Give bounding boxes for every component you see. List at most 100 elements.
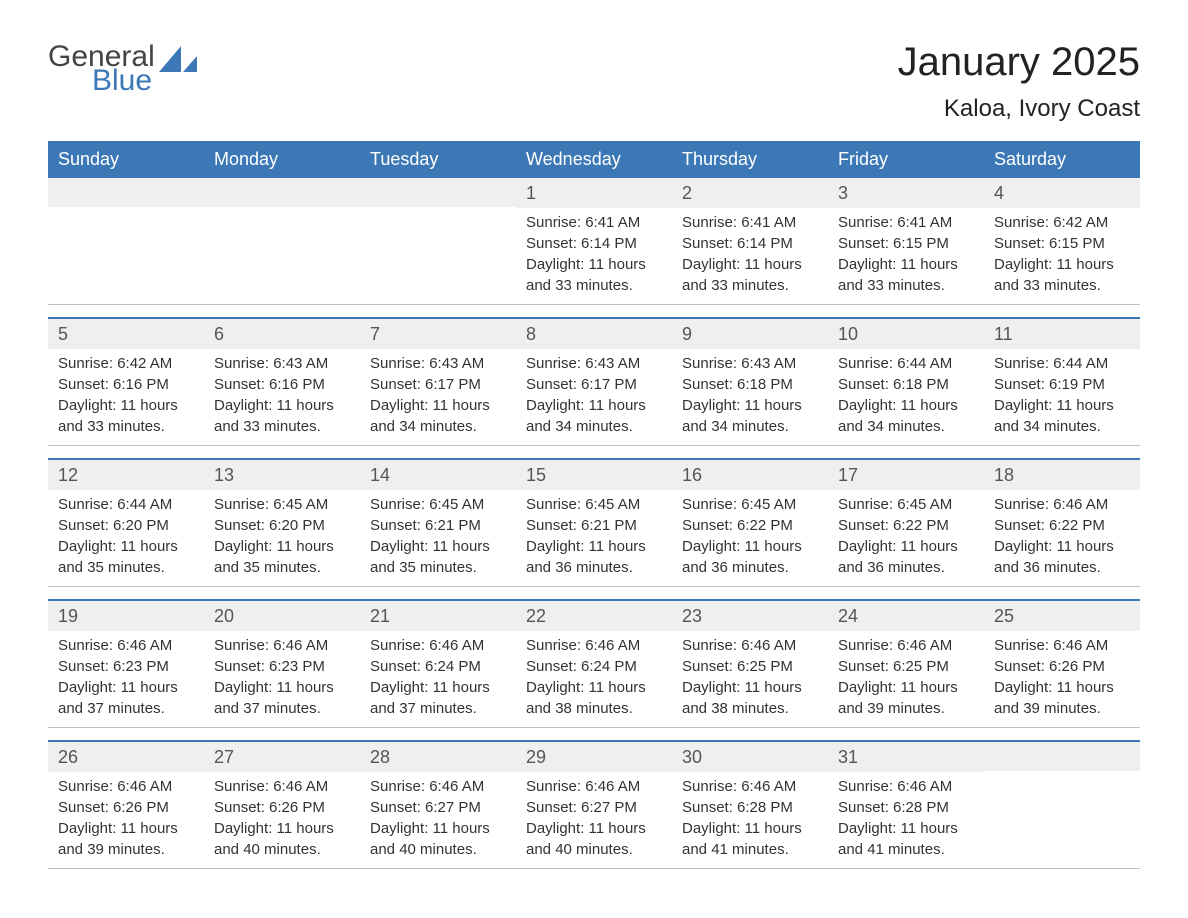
- day-number: 9: [672, 319, 828, 349]
- calendar-day: [984, 742, 1140, 868]
- sunrise-text: Sunrise: 6:46 AM: [58, 635, 194, 656]
- sunset-text: Sunset: 6:24 PM: [370, 656, 506, 677]
- daylight-text: Daylight: 11 hours and 34 minutes.: [526, 395, 662, 437]
- day-number: [360, 178, 516, 207]
- sunset-text: Sunset: 6:21 PM: [370, 515, 506, 536]
- sunset-text: Sunset: 6:28 PM: [682, 797, 818, 818]
- daylight-text: Daylight: 11 hours and 33 minutes.: [838, 254, 974, 296]
- weekday-header: Wednesday: [516, 141, 672, 178]
- day-number: 31: [828, 742, 984, 772]
- sunset-text: Sunset: 6:23 PM: [58, 656, 194, 677]
- day-details: Sunrise: 6:45 AMSunset: 6:21 PMDaylight:…: [360, 490, 516, 586]
- daylight-text: Daylight: 11 hours and 36 minutes.: [994, 536, 1130, 578]
- day-number: 27: [204, 742, 360, 772]
- calendar-day: 10Sunrise: 6:44 AMSunset: 6:18 PMDayligh…: [828, 319, 984, 445]
- calendar-day: 14Sunrise: 6:45 AMSunset: 6:21 PMDayligh…: [360, 460, 516, 586]
- day-number: 1: [516, 178, 672, 208]
- sunset-text: Sunset: 6:22 PM: [994, 515, 1130, 536]
- sunset-text: Sunset: 6:16 PM: [58, 374, 194, 395]
- calendar-day: 28Sunrise: 6:46 AMSunset: 6:27 PMDayligh…: [360, 742, 516, 868]
- sunset-text: Sunset: 6:20 PM: [214, 515, 350, 536]
- day-details: Sunrise: 6:46 AMSunset: 6:28 PMDaylight:…: [828, 772, 984, 868]
- page-header: General Blue January 2025 Kaloa, Ivory C…: [48, 40, 1140, 123]
- day-number: [204, 178, 360, 207]
- day-details: Sunrise: 6:45 AMSunset: 6:22 PMDaylight:…: [672, 490, 828, 586]
- calendar-day: 31Sunrise: 6:46 AMSunset: 6:28 PMDayligh…: [828, 742, 984, 868]
- daylight-text: Daylight: 11 hours and 39 minutes.: [994, 677, 1130, 719]
- daylight-text: Daylight: 11 hours and 39 minutes.: [838, 677, 974, 719]
- sunset-text: Sunset: 6:17 PM: [526, 374, 662, 395]
- day-details: [48, 207, 204, 219]
- daylight-text: Daylight: 11 hours and 40 minutes.: [214, 818, 350, 860]
- calendar-week: 1Sunrise: 6:41 AMSunset: 6:14 PMDaylight…: [48, 178, 1140, 305]
- calendar-day: 30Sunrise: 6:46 AMSunset: 6:28 PMDayligh…: [672, 742, 828, 868]
- calendar-day: 9Sunrise: 6:43 AMSunset: 6:18 PMDaylight…: [672, 319, 828, 445]
- daylight-text: Daylight: 11 hours and 41 minutes.: [838, 818, 974, 860]
- day-number: 11: [984, 319, 1140, 349]
- day-number: 28: [360, 742, 516, 772]
- day-number: [984, 742, 1140, 771]
- day-number: 7: [360, 319, 516, 349]
- calendar-day: 22Sunrise: 6:46 AMSunset: 6:24 PMDayligh…: [516, 601, 672, 727]
- sunset-text: Sunset: 6:17 PM: [370, 374, 506, 395]
- weeks-container: 1Sunrise: 6:41 AMSunset: 6:14 PMDaylight…: [48, 178, 1140, 869]
- sunrise-text: Sunrise: 6:41 AM: [838, 212, 974, 233]
- day-details: Sunrise: 6:46 AMSunset: 6:24 PMDaylight:…: [360, 631, 516, 727]
- daylight-text: Daylight: 11 hours and 33 minutes.: [682, 254, 818, 296]
- calendar-day: 17Sunrise: 6:45 AMSunset: 6:22 PMDayligh…: [828, 460, 984, 586]
- day-details: Sunrise: 6:46 AMSunset: 6:25 PMDaylight:…: [828, 631, 984, 727]
- calendar-day: 11Sunrise: 6:44 AMSunset: 6:19 PMDayligh…: [984, 319, 1140, 445]
- day-details: [360, 207, 516, 219]
- day-number: 3: [828, 178, 984, 208]
- day-details: Sunrise: 6:41 AMSunset: 6:15 PMDaylight:…: [828, 208, 984, 304]
- sunset-text: Sunset: 6:14 PM: [526, 233, 662, 254]
- sunrise-text: Sunrise: 6:44 AM: [58, 494, 194, 515]
- calendar-day: 19Sunrise: 6:46 AMSunset: 6:23 PMDayligh…: [48, 601, 204, 727]
- daylight-text: Daylight: 11 hours and 35 minutes.: [58, 536, 194, 578]
- daylight-text: Daylight: 11 hours and 33 minutes.: [526, 254, 662, 296]
- sunrise-text: Sunrise: 6:42 AM: [994, 212, 1130, 233]
- sunrise-text: Sunrise: 6:46 AM: [838, 776, 974, 797]
- sunset-text: Sunset: 6:16 PM: [214, 374, 350, 395]
- day-number: 6: [204, 319, 360, 349]
- sunset-text: Sunset: 6:20 PM: [58, 515, 194, 536]
- logo-word-2: Blue: [92, 64, 155, 98]
- day-details: Sunrise: 6:46 AMSunset: 6:22 PMDaylight:…: [984, 490, 1140, 586]
- sunrise-text: Sunrise: 6:41 AM: [526, 212, 662, 233]
- sunrise-text: Sunrise: 6:46 AM: [58, 776, 194, 797]
- day-details: Sunrise: 6:45 AMSunset: 6:22 PMDaylight:…: [828, 490, 984, 586]
- calendar-day: 26Sunrise: 6:46 AMSunset: 6:26 PMDayligh…: [48, 742, 204, 868]
- sunrise-text: Sunrise: 6:44 AM: [994, 353, 1130, 374]
- sunrise-text: Sunrise: 6:46 AM: [370, 635, 506, 656]
- calendar-day: 7Sunrise: 6:43 AMSunset: 6:17 PMDaylight…: [360, 319, 516, 445]
- day-details: Sunrise: 6:42 AMSunset: 6:15 PMDaylight:…: [984, 208, 1140, 304]
- day-details: Sunrise: 6:43 AMSunset: 6:18 PMDaylight:…: [672, 349, 828, 445]
- day-number: 16: [672, 460, 828, 490]
- calendar-day: 6Sunrise: 6:43 AMSunset: 6:16 PMDaylight…: [204, 319, 360, 445]
- daylight-text: Daylight: 11 hours and 34 minutes.: [370, 395, 506, 437]
- calendar-day: 16Sunrise: 6:45 AMSunset: 6:22 PMDayligh…: [672, 460, 828, 586]
- daylight-text: Daylight: 11 hours and 40 minutes.: [370, 818, 506, 860]
- sunset-text: Sunset: 6:28 PM: [838, 797, 974, 818]
- day-details: Sunrise: 6:45 AMSunset: 6:21 PMDaylight:…: [516, 490, 672, 586]
- sunset-text: Sunset: 6:22 PM: [682, 515, 818, 536]
- daylight-text: Daylight: 11 hours and 35 minutes.: [370, 536, 506, 578]
- day-details: Sunrise: 6:46 AMSunset: 6:27 PMDaylight:…: [516, 772, 672, 868]
- day-number: 21: [360, 601, 516, 631]
- sunset-text: Sunset: 6:21 PM: [526, 515, 662, 536]
- weekday-header: Tuesday: [360, 141, 516, 178]
- day-number: 26: [48, 742, 204, 772]
- weekday-header-row: SundayMondayTuesdayWednesdayThursdayFrid…: [48, 141, 1140, 178]
- calendar-day: 1 Sunrise: 6:41 AMSunset: 6:14 PMDaylight…: [516, 178, 672, 304]
- day-details: Sunrise: 6:46 AMSunset: 6:26 PMDaylight:…: [984, 631, 1140, 727]
- sunrise-text: Sunrise: 6:46 AM: [370, 776, 506, 797]
- calendar-day: 21Sunrise: 6:46 AMSunset: 6:24 PMDayligh…: [360, 601, 516, 727]
- sunset-text: Sunset: 6:23 PM: [214, 656, 350, 677]
- sunrise-text: Sunrise: 6:46 AM: [994, 494, 1130, 515]
- calendar-day: 20Sunrise: 6:46 AMSunset: 6:23 PMDayligh…: [204, 601, 360, 727]
- sail-icon: [159, 46, 199, 74]
- day-details: Sunrise: 6:46 AMSunset: 6:26 PMDaylight:…: [48, 772, 204, 868]
- sunset-text: Sunset: 6:27 PM: [526, 797, 662, 818]
- daylight-text: Daylight: 11 hours and 34 minutes.: [838, 395, 974, 437]
- daylight-text: Daylight: 11 hours and 36 minutes.: [682, 536, 818, 578]
